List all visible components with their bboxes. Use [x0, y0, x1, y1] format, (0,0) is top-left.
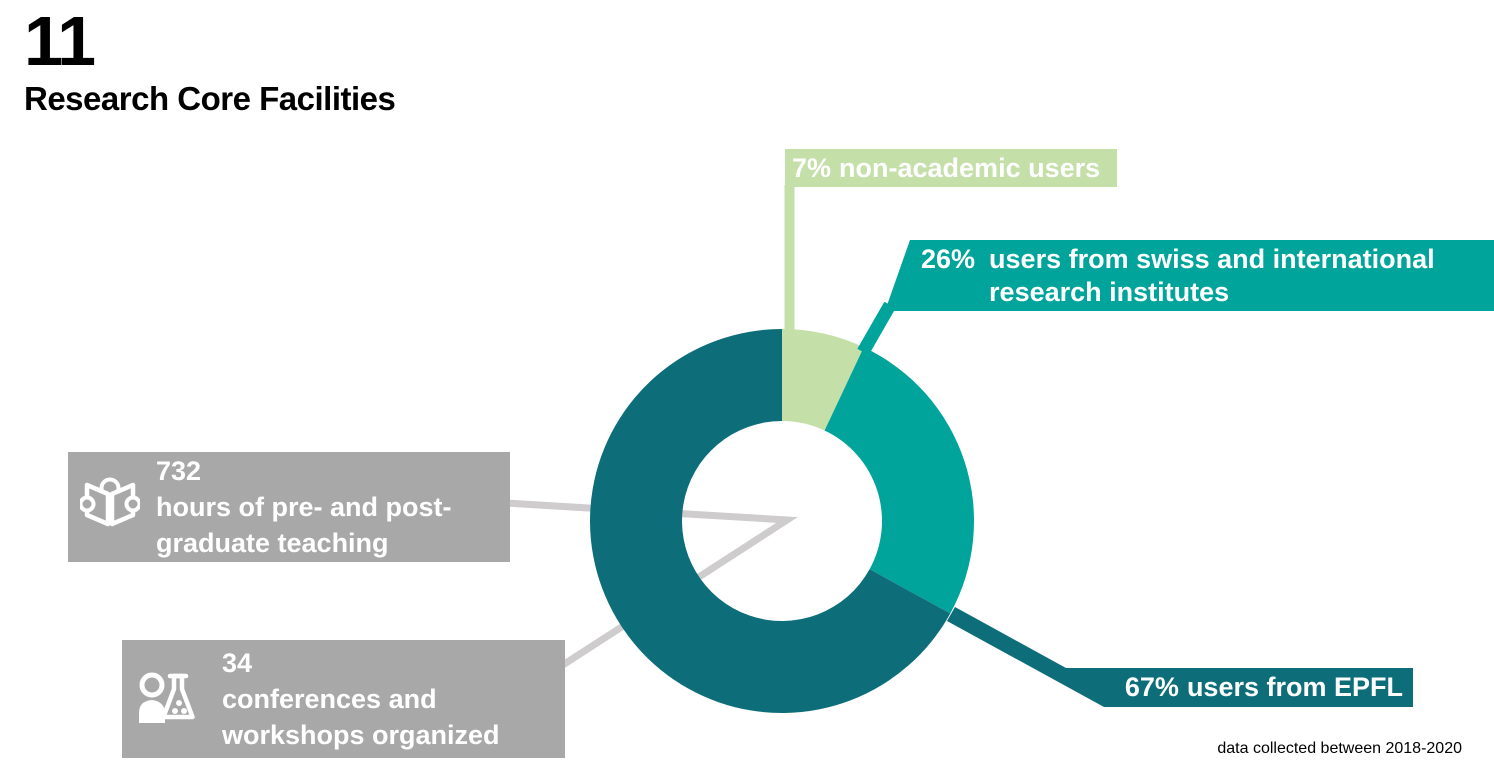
donut-slice-7pct [782, 329, 864, 431]
page-number: 11 [24, 2, 96, 80]
stat-box-teaching: 732 hours of pre- and post- graduate tea… [68, 452, 510, 562]
book-reader-icon [80, 477, 140, 527]
stat-conferences-value: 34 [222, 648, 253, 678]
callout-7-connector [784, 185, 795, 345]
callout-non-academic-label: non-academic users [839, 152, 1101, 183]
page-title: Research Core Facilities [24, 80, 396, 117]
callout-26-box [885, 240, 1494, 311]
donut-slices [590, 329, 975, 714]
stat-box-conferences: 34 conferences and workshops organized [122, 640, 565, 758]
callout-67-box [947, 607, 1413, 707]
donut-slice-26pct [824, 347, 975, 614]
donut-slice-67pct [590, 329, 951, 714]
person-flask-icon [139, 672, 195, 723]
callout-non-academic-pct: 7% [792, 152, 832, 183]
callout-epfl-pct: 67% [1124, 672, 1179, 702]
stat-conferences-line2: workshops organized [222, 720, 500, 750]
callout-non-academic: 7% non-academic users [785, 149, 1117, 187]
callout-institutes-pct: 26% [921, 244, 976, 274]
stat-conferences-line1: conferences and [222, 684, 437, 714]
footnote: data collected between 2018-2020 [1217, 740, 1462, 757]
callout-institutes-line2: research institutes [989, 277, 1230, 307]
callout-institutes: 26% users from swiss and international r… [921, 243, 1435, 309]
stat-teaching-line2: graduate teaching [156, 528, 389, 558]
stat-teaching-line1: hours of pre- and post- [156, 492, 452, 522]
callout-institutes-line1: users from swiss and international [989, 244, 1435, 274]
callout-26-connector [857, 301, 896, 356]
callout-epfl-label: users from EPFL [1186, 672, 1403, 702]
stat-teaching-value: 732 [156, 456, 202, 486]
callout-epfl: 67% users from EPFL [1100, 668, 1413, 707]
